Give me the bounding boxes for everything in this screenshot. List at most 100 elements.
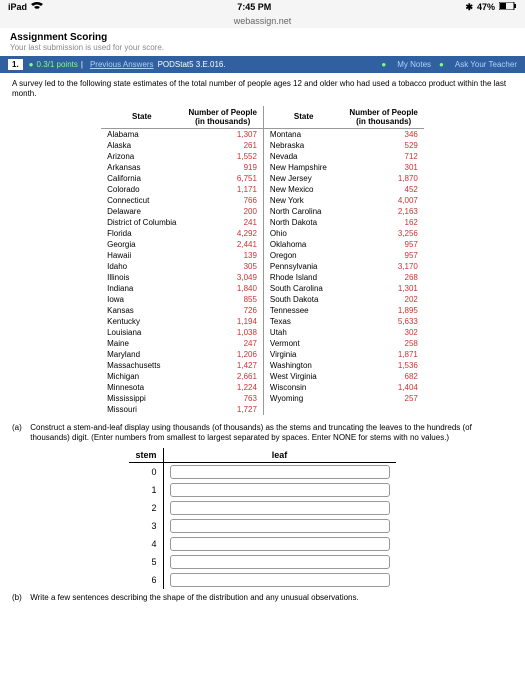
wifi-icon (31, 2, 43, 12)
value-cell: 763 (182, 393, 263, 404)
status-bar: iPad 7:45 PM ✱ 47% (0, 0, 525, 14)
state-cell: South Dakota (263, 294, 343, 305)
value-cell: 1,301 (343, 283, 423, 294)
value-cell: 1,194 (182, 316, 263, 327)
state-cell: North Dakota (263, 217, 343, 228)
scoring-title: Assignment Scoring (0, 28, 525, 43)
value-cell: 3,256 (343, 228, 423, 239)
previous-answers-link[interactable]: Previous Answers (90, 60, 154, 69)
value-cell: 2,163 (343, 206, 423, 217)
value-cell: 682 (343, 371, 423, 382)
part-b-label: (b) (12, 593, 28, 603)
state-cell: North Carolina (263, 206, 343, 217)
state-cell: Louisiana (101, 327, 182, 338)
stem-cell: 5 (129, 553, 163, 571)
state-cell: Texas (263, 316, 343, 327)
value-cell: 241 (182, 217, 263, 228)
leaf-input[interactable] (170, 483, 390, 497)
state-cell: Oklahoma (263, 239, 343, 250)
state-cell: New York (263, 195, 343, 206)
state-cell (263, 404, 343, 415)
state-cell: Iowa (101, 294, 182, 305)
leaf-input[interactable] (170, 537, 390, 551)
state-cell: Massachusetts (101, 360, 182, 371)
state-cell: Mississippi (101, 393, 182, 404)
value-cell: 529 (343, 140, 423, 151)
value-cell: 1,404 (343, 382, 423, 393)
state-cell: Georgia (101, 239, 182, 250)
value-cell: 855 (182, 294, 263, 305)
value-cell: 452 (343, 184, 423, 195)
device-label: iPad (8, 2, 27, 12)
points-label: 0.3/1 points (37, 60, 78, 69)
my-notes-link[interactable]: My Notes (397, 60, 431, 69)
state-cell: Alabama (101, 128, 182, 140)
value-cell: 766 (182, 195, 263, 206)
value-cell: 919 (182, 162, 263, 173)
state-cell: Rhode Island (263, 272, 343, 283)
intro-text: A survey led to the following state esti… (12, 79, 513, 100)
state-cell: Illinois (101, 272, 182, 283)
state-cell: New Mexico (263, 184, 343, 195)
leaf-input[interactable] (170, 555, 390, 569)
state-cell: Minnesota (101, 382, 182, 393)
state-cell: Ohio (263, 228, 343, 239)
battery-label: 47% (477, 2, 495, 12)
value-cell: 957 (343, 239, 423, 250)
state-cell: Nebraska (263, 140, 343, 151)
leaf-input[interactable] (170, 501, 390, 515)
value-cell: 1,870 (343, 173, 423, 184)
state-cell: Oregon (263, 250, 343, 261)
stem-cell: 1 (129, 481, 163, 499)
value-cell: 1,224 (182, 382, 263, 393)
stem-cell: 6 (129, 571, 163, 589)
th-state: State (101, 106, 182, 129)
value-cell: 1,895 (343, 305, 423, 316)
value-cell: 268 (343, 272, 423, 283)
leaf-input[interactable] (170, 573, 390, 587)
state-cell: Maryland (101, 349, 182, 360)
value-cell: 257 (343, 393, 423, 404)
value-cell: 258 (343, 338, 423, 349)
stem-leaf-table: stem leaf 0123456 (129, 448, 395, 589)
state-cell: Hawaii (101, 250, 182, 261)
state-cell: Connecticut (101, 195, 182, 206)
state-cell: Pennsylvania (263, 261, 343, 272)
leaf-input[interactable] (170, 519, 390, 533)
question-bar: 1. ● 0.3/1 points | Previous Answers POD… (0, 56, 525, 73)
state-cell: California (101, 173, 182, 184)
stem-cell: 4 (129, 535, 163, 553)
question-number: 1. (8, 59, 23, 70)
state-cell: Vermont (263, 338, 343, 349)
bullet-icon: ● (29, 60, 34, 69)
th-stem: stem (129, 448, 163, 463)
state-cell: Colorado (101, 184, 182, 195)
leaf-input[interactable] (170, 465, 390, 479)
value-cell: 305 (182, 261, 263, 272)
th-state: State (263, 106, 343, 129)
state-cell: Utah (263, 327, 343, 338)
value-cell: 247 (182, 338, 263, 349)
value-cell: 1,206 (182, 349, 263, 360)
part-a-text: Construct a stem-and-leaf display using … (30, 423, 511, 444)
value-cell: 2,441 (182, 239, 263, 250)
ask-teacher-link[interactable]: Ask Your Teacher (455, 60, 517, 69)
value-cell: 957 (343, 250, 423, 261)
th-leaf: leaf (163, 448, 396, 463)
state-cell: District of Columbia (101, 217, 182, 228)
time-label: 7:45 PM (237, 2, 271, 12)
state-cell: Wisconsin (263, 382, 343, 393)
state-cell: Kansas (101, 305, 182, 316)
value-cell: 3,170 (343, 261, 423, 272)
state-cell: Montana (263, 128, 343, 140)
url-label: webassign.net (234, 16, 292, 26)
value-cell: 200 (182, 206, 263, 217)
state-cell: Wyoming (263, 393, 343, 404)
value-cell: 301 (343, 162, 423, 173)
state-cell: South Carolina (263, 283, 343, 294)
value-cell: 202 (343, 294, 423, 305)
state-cell: Tennessee (263, 305, 343, 316)
stem-cell: 3 (129, 517, 163, 535)
bluetooth-icon: ✱ (465, 2, 473, 13)
value-cell: 1,871 (343, 349, 423, 360)
